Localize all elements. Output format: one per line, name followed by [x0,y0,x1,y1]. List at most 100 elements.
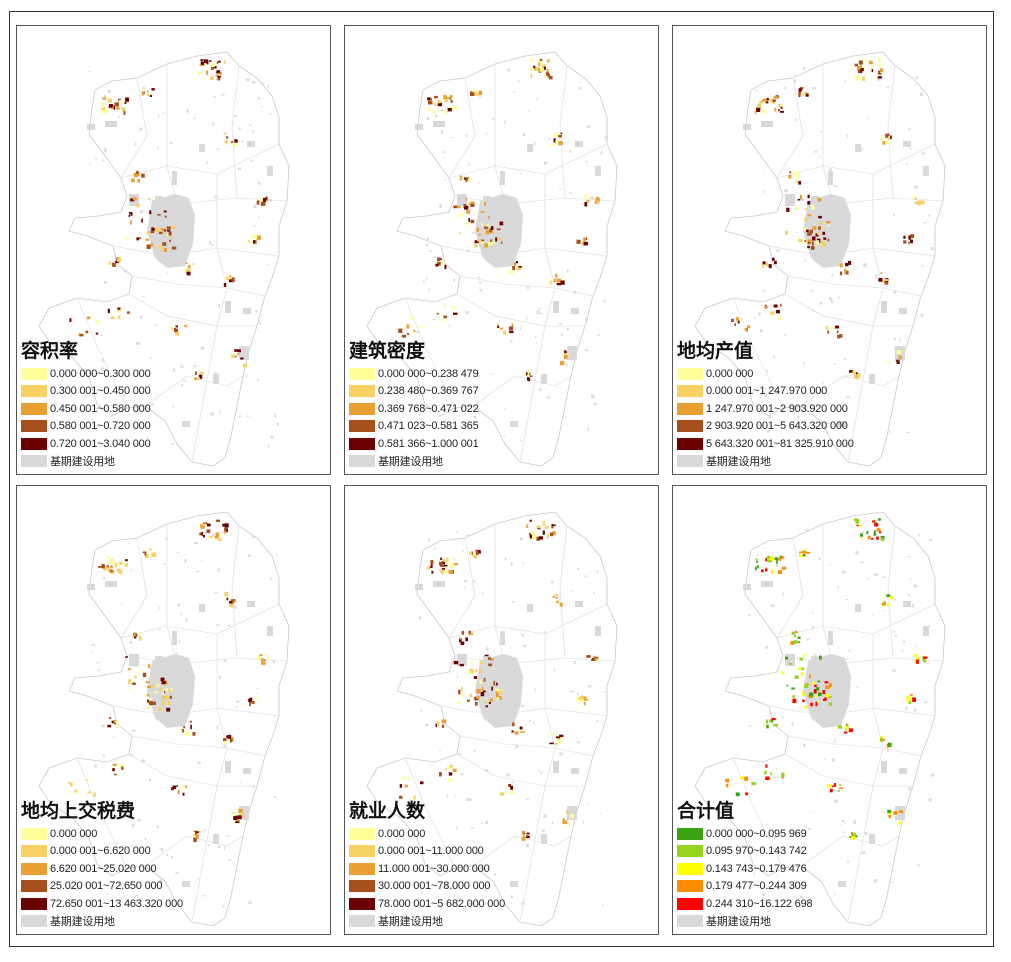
base-land-dot [573,660,577,664]
parcel [463,204,467,208]
parcel [529,534,532,539]
parcel [812,226,817,230]
base-land-dot [831,274,834,277]
base-land-dot [814,665,817,669]
parcel [765,262,769,267]
map-panel-plot-ratio: 容积率 0.000 000~0.300 000 0.300 001~0.450 … [16,25,331,475]
parcel [226,735,228,738]
parcel [145,238,149,241]
base-land-patch [225,761,231,773]
map-building-density [366,51,618,467]
base-land-dot [208,241,211,245]
base-land-dot [446,794,448,798]
base-land-dot [585,349,589,352]
parcel [117,257,121,262]
legend-label: 1 247.970 001~2 903.920 000 [706,402,848,415]
parcel [792,695,795,699]
base-land-dot [478,182,480,185]
parcel [833,783,837,787]
base-land-dot [217,568,220,572]
parcel [877,76,883,79]
legend: 地均产值 0.000 000 0.000 001~1 247.970 000 1… [677,340,854,470]
parcel [839,334,843,338]
parcel [235,820,240,824]
parcel [910,234,915,238]
base-land-dot [515,745,519,748]
base-land-dot [454,795,456,798]
legend-swatch [349,367,375,380]
boundary-line [448,603,608,639]
parcel [443,95,447,100]
parcel [223,738,227,742]
base-land-dot [210,412,214,416]
base-land-dot [249,124,253,126]
base-land-dot [540,771,543,775]
base-land-dot [237,167,241,170]
base-land-dot [218,304,221,308]
parcel [488,242,492,246]
parcel [583,237,586,242]
parcel [768,556,774,562]
parcel [766,719,769,724]
parcel [778,316,783,320]
parcel [251,700,255,704]
parcel [461,631,465,635]
base-land-dot [831,758,835,762]
legend-swatch [677,915,703,928]
legend-swatch [21,420,47,433]
parcel [772,257,775,261]
parcel [442,558,445,561]
base-land-dot [274,414,276,418]
parcel [149,701,153,706]
parcel [553,601,558,604]
parcel [446,557,449,562]
parcel [399,784,403,788]
parcel [447,778,453,782]
parcel [184,268,188,272]
base-land-patch [541,374,547,384]
legend-swatch [349,845,375,858]
parcel [68,781,70,785]
parcel [488,663,493,667]
parcel [821,243,826,248]
base-land-dot [818,157,821,159]
base-land-dot [768,415,772,419]
parcel [183,726,186,729]
legend-label: 78.000 001~5 682.000 000 [378,897,506,910]
base-land-dot [102,754,105,757]
base-land-dot [513,835,516,838]
boundary-line [559,525,568,659]
legend-label: 基期建设用地 [706,916,771,929]
parcel [887,809,892,813]
parcel [226,136,229,139]
base-land-dot [252,81,256,84]
parcel [527,376,529,381]
parcel [166,229,171,232]
base-land-patch [881,301,887,313]
legend-swatch [349,385,375,398]
base-land-dot [834,185,838,187]
parcel [769,264,772,269]
boundary-line [494,524,506,665]
base-land-dot [172,368,176,372]
base-land-dot [894,634,897,637]
base-land-patch [172,171,177,185]
base-land-dot [928,661,930,665]
legend-item: 0.450 001~0.580 000 [21,400,151,418]
parcel [213,66,217,69]
legend-swatch [349,402,375,415]
parcel [182,792,185,796]
base-land-patch [433,581,445,587]
parcel [595,658,599,661]
parcel [858,60,863,65]
parcel [177,789,180,795]
boundary-line [784,753,913,787]
parcel [498,690,503,694]
legend-swatch [349,827,375,840]
parcel [844,268,847,274]
parcel [232,600,237,603]
parcel [803,548,806,551]
base-land-dot [419,616,422,620]
parcel [182,785,186,790]
parcel [234,139,238,143]
